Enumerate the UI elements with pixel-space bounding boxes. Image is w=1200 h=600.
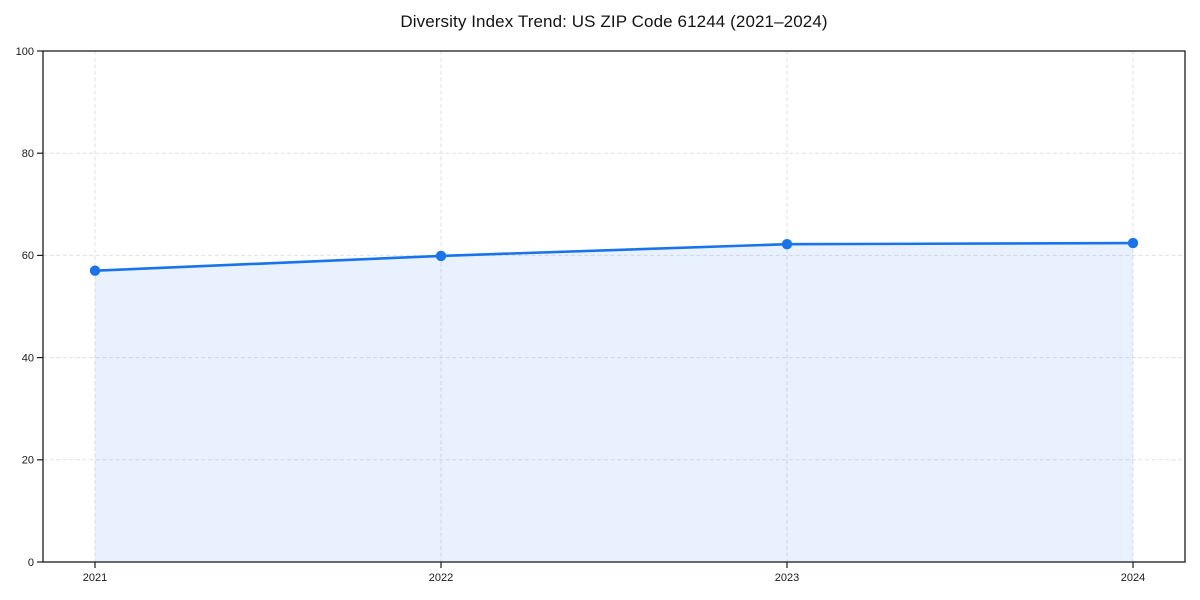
y-tick-label: 20 xyxy=(22,455,34,467)
y-tick-label: 60 xyxy=(22,250,34,262)
x-tick-label: 2022 xyxy=(429,572,453,584)
y-tick-label: 100 xyxy=(16,46,34,58)
x-tick-label: 2023 xyxy=(775,572,799,584)
x-tick-label: 2024 xyxy=(1121,572,1145,584)
y-tick-label: 40 xyxy=(22,352,34,364)
data-point xyxy=(435,250,447,262)
data-point xyxy=(781,239,793,250)
y-tick-label: 80 xyxy=(22,148,34,160)
area-fill xyxy=(95,243,1133,562)
data-point xyxy=(89,265,101,276)
x-tick-label: 2021 xyxy=(83,572,107,584)
trend-line xyxy=(93,241,1135,273)
data-point xyxy=(1127,237,1139,249)
y-tick-label: 0 xyxy=(28,557,34,569)
chart-title: Diversity Index Trend: US ZIP Code 61244… xyxy=(400,12,828,31)
plot-border xyxy=(42,50,1186,563)
